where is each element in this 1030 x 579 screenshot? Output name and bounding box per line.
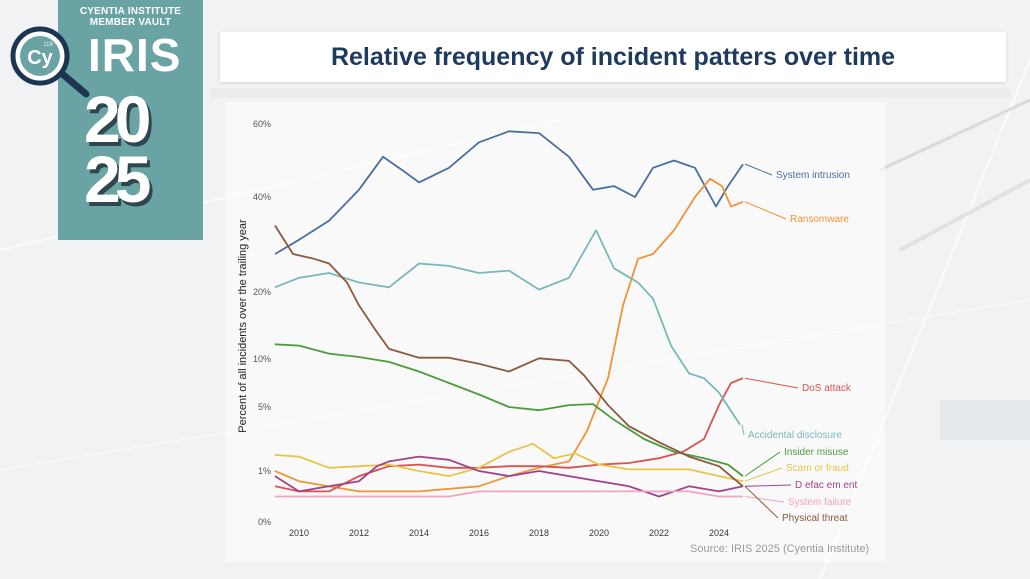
series-label: D efac em ent	[795, 480, 857, 491]
series-line	[274, 225, 744, 487]
brand-org-name: CYENTIA INSTITUTE MEMBER VAULT	[58, 6, 203, 28]
series-label: System failure	[788, 497, 852, 508]
brand-product-name: IRIS	[88, 29, 182, 81]
y-tick-group: 0% 1% 5% 10% 20% 40% 60%	[253, 119, 271, 527]
series-label-leader	[744, 451, 781, 477]
series-line	[275, 490, 743, 498]
brand-panel: CYENTIA INSTITUTE MEMBER VAULT IRIS 20 2…	[58, 0, 203, 240]
x-tick-label: 2024	[709, 528, 729, 538]
x-tick-label: 2010	[289, 528, 309, 538]
brand-year-top: 20	[84, 82, 151, 156]
series-label-leader	[744, 467, 783, 482]
x-tick-label: 2012	[349, 528, 369, 538]
series-line	[274, 130, 744, 255]
series-label: Accidental disclosure	[748, 430, 842, 441]
brand-org-line1: CYENTIA INSTITUTE	[79, 6, 182, 17]
series-label: System intrusion	[776, 170, 850, 181]
y-tick-label: 40%	[253, 192, 271, 202]
magnifier-logo-icon: Cy 119	[10, 26, 90, 98]
series-line	[274, 455, 744, 498]
series-line	[274, 442, 744, 483]
x-tick-label: 2022	[649, 528, 669, 538]
x-tick-label: 2016	[469, 528, 489, 538]
series-line	[274, 177, 744, 493]
page-title: Relative frequency of incident patters o…	[330, 43, 896, 71]
series-label-leader	[741, 424, 745, 436]
series-label-leader	[744, 496, 785, 503]
y-tick-label: 20%	[253, 287, 271, 297]
title-banner: Relative frequency of incident patters o…	[220, 32, 1006, 82]
y-axis-label: Percent of all incidents over the traili…	[237, 219, 249, 433]
logo-text: Cy	[27, 47, 53, 69]
brand-year-bottom: 25	[84, 142, 151, 216]
x-tick-label: 2014	[409, 528, 429, 538]
y-tick-label: 1%	[258, 466, 271, 476]
series-label-leader	[744, 377, 799, 389]
x-tick-label: 2020	[589, 528, 609, 538]
x-tick-label: 2018	[529, 528, 549, 538]
y-tick-label: 60%	[253, 119, 271, 129]
series-label: Insider misuse	[784, 447, 849, 458]
series-labels: System intrusion Ransomware DoS attack Acci…	[741, 163, 857, 524]
series-label-leader	[744, 484, 792, 487]
series-line	[274, 343, 744, 477]
y-tick-label: 5%	[258, 402, 271, 412]
series-label-leader	[744, 485, 779, 519]
source-caption: Source: IRIS 2025 (Cyentia Institute)	[690, 543, 870, 555]
y-tick-label: 0%	[258, 517, 271, 527]
y-tick-label: 10%	[253, 354, 271, 364]
series-label-leader	[744, 201, 787, 220]
brand-org-line2: MEMBER VAULT	[89, 17, 172, 28]
series-label: Scam or fraud	[786, 463, 849, 474]
series-line	[274, 229, 741, 426]
series-label-leader	[744, 163, 773, 176]
series-label: Physical threat	[782, 513, 848, 524]
series-label: DoS attack	[802, 383, 852, 394]
series-label: Ransomware	[790, 214, 849, 225]
logo-number: 119	[43, 42, 53, 48]
series-line	[274, 377, 744, 493]
x-tick-group: 2010 2012 2014 2016 2018 2020 2022 2024	[289, 528, 729, 538]
series-lines	[274, 130, 744, 498]
